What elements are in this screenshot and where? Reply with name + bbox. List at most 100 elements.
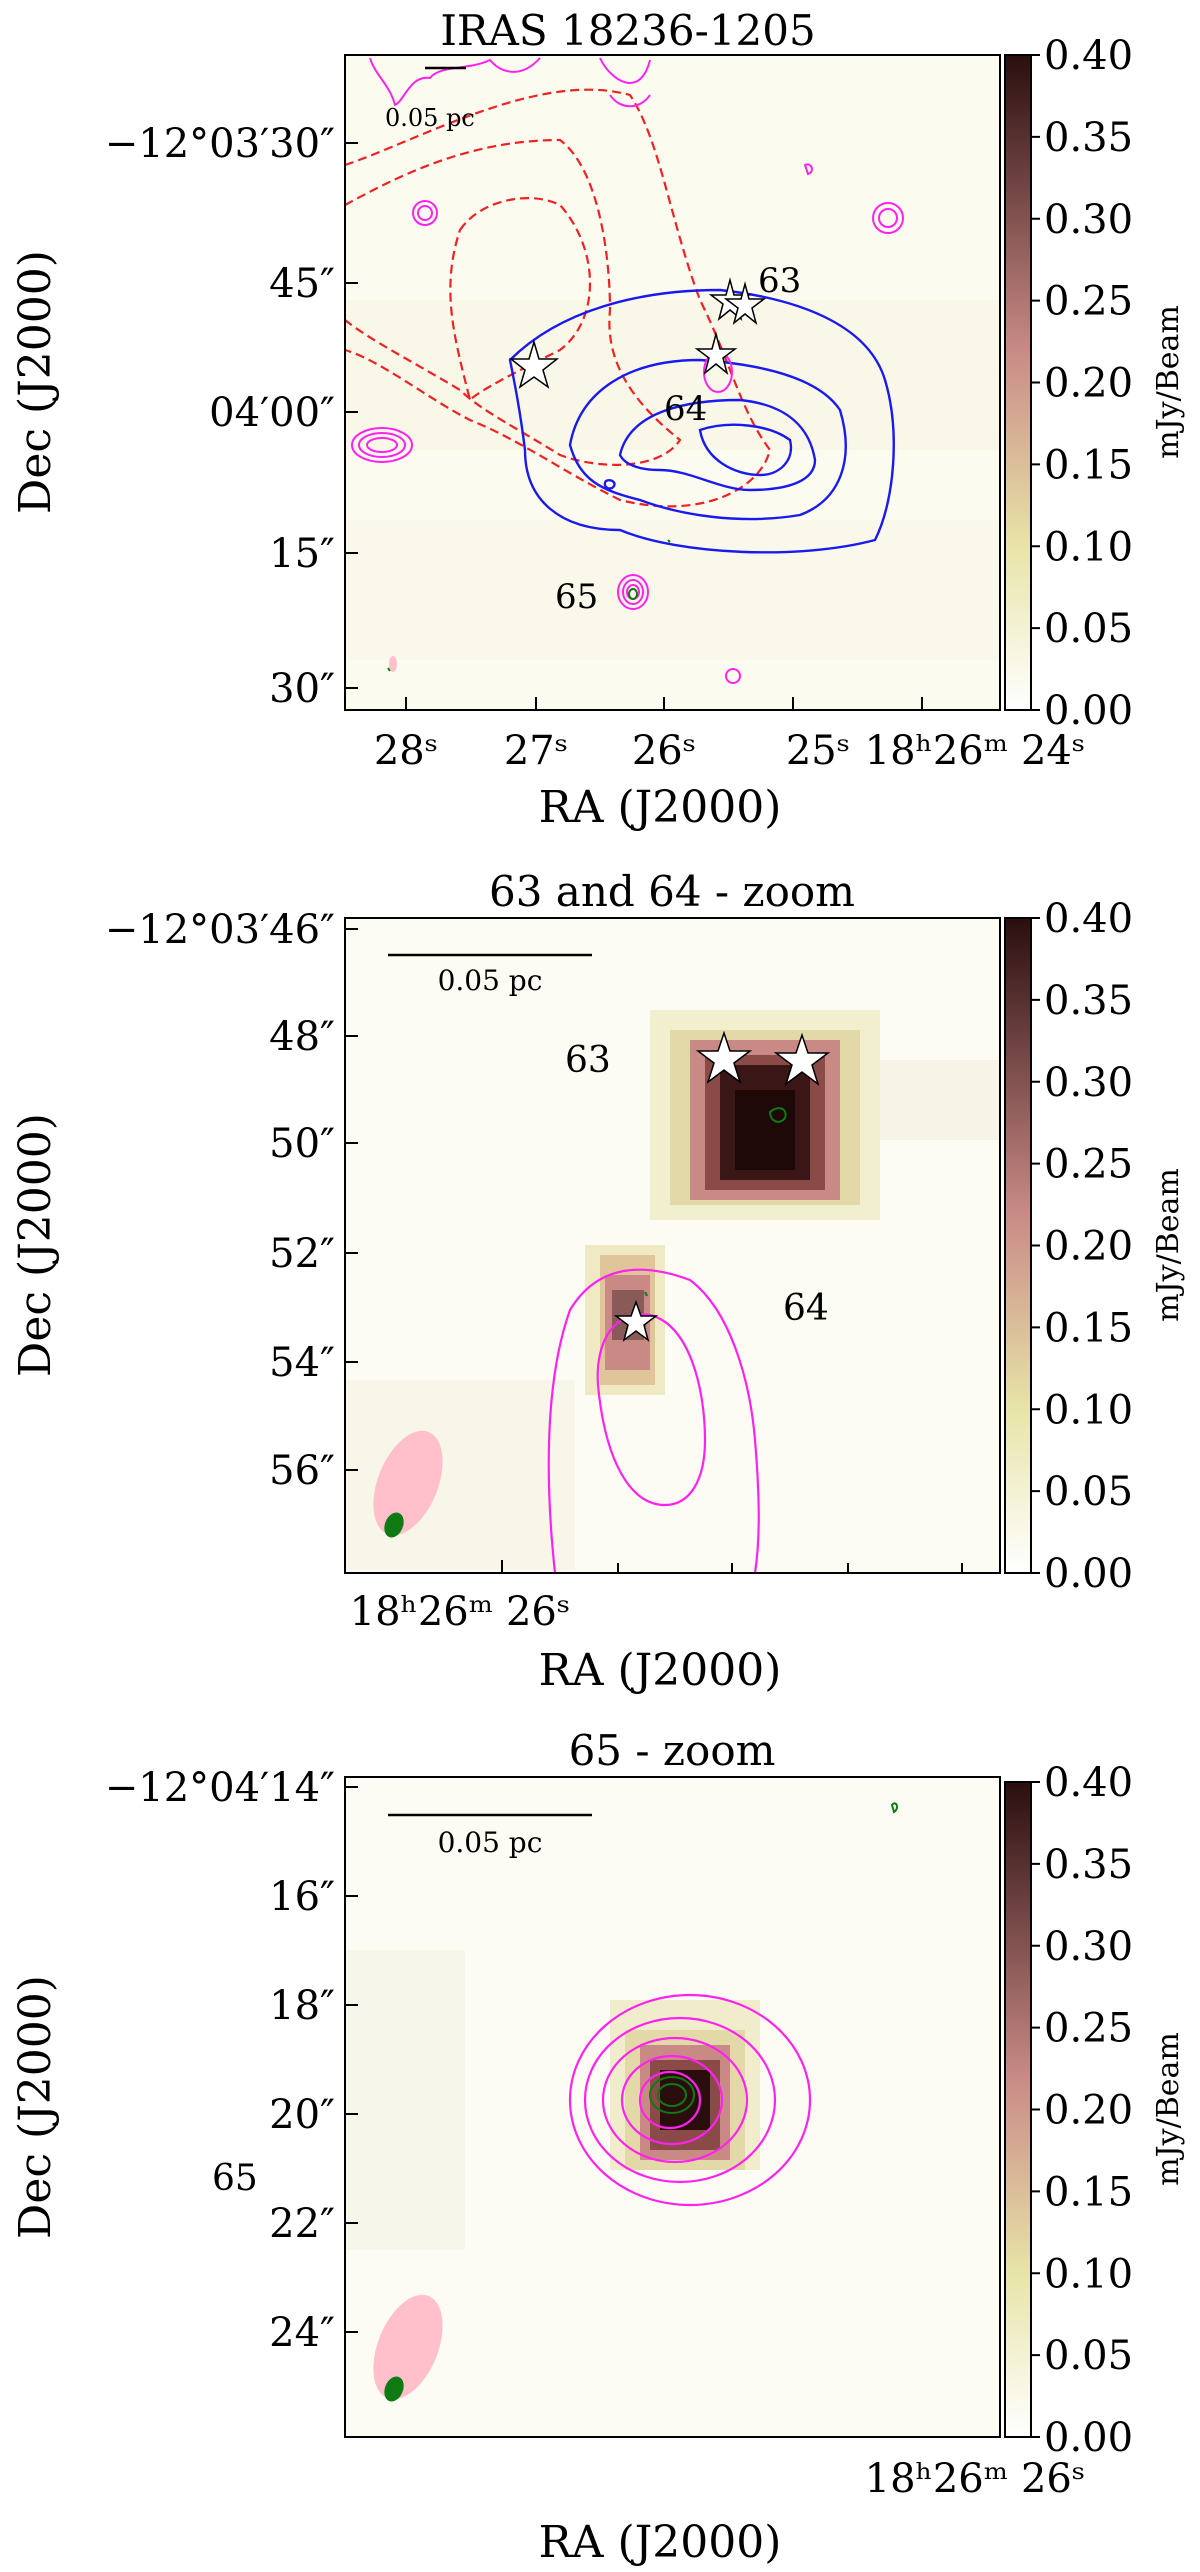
magenta-small-right	[803, 163, 813, 176]
green-contour-65a	[649, 2076, 695, 2114]
colorbar-tick-label: 0.40	[1044, 1760, 1133, 1806]
panel-3-ytick-label: 16″	[269, 1874, 335, 1920]
blue-contours	[508, 288, 895, 554]
panel-1-yticks	[345, 142, 358, 689]
panel-1-ytick-label: 15″	[269, 531, 335, 577]
panel-3-beam-pink	[373, 2294, 443, 2400]
magenta-contour-4	[620, 2054, 724, 2146]
panel-2-xticks	[501, 1560, 963, 1573]
colorbar-tick-label: 0.25	[1044, 279, 1133, 325]
panel-3-green-contours	[649, 1802, 899, 2114]
panel-3-label-65: 65	[212, 2158, 258, 2199]
magenta-contour-outer	[547, 1268, 760, 1574]
panel-1-bg-noise-2	[345, 520, 1000, 660]
blue-contour-1	[508, 288, 895, 554]
star-left	[508, 339, 560, 389]
colorbar-tick-label: 0.15	[1044, 2169, 1133, 2215]
panel-3-ytick-label: 24″	[269, 2310, 335, 2356]
panel-2-stars	[613, 1030, 831, 1342]
panel-3-title: 65 - zoom	[569, 1726, 776, 1775]
green-mark-top	[890, 1802, 899, 1814]
panel-1-frame	[344, 54, 1001, 711]
colorbar-tick-label: 0.10	[1044, 1387, 1133, 1433]
colorbar-tick-label: 0.20	[1044, 1224, 1133, 1270]
colorbar-tick-label: 0.05	[1044, 606, 1133, 652]
panel-2-colorbar-label: mJy/Beam	[1151, 1168, 1186, 1322]
panel-1-xtick-label: 25ˢ	[786, 728, 850, 774]
colorbar-tick-label: 0.40	[1044, 896, 1133, 942]
magenta-contour-3	[601, 2036, 749, 2164]
green-contour-63	[768, 1107, 787, 1123]
red-dashed-contours	[344, 88, 772, 508]
green-mark-1	[667, 539, 671, 543]
magenta-top-edge	[369, 57, 651, 108]
panel-3-frame	[344, 1776, 1001, 2438]
panel-2-ytick-label: 56″	[269, 1448, 335, 1494]
colorbar-tick-label: 0.30	[1044, 1924, 1133, 1970]
magenta-blob-bottom	[725, 668, 741, 684]
panel-2-colorbar-ticks: 0.40 0.35 0.30 0.25 0.20 0.15 0.10 0.05 0.00	[1031, 896, 1133, 1597]
panel-1-label-63: 63	[758, 261, 801, 301]
panel-2-scalebar-label: 0.05 pc	[438, 964, 543, 997]
panel-1-scalebar-label: 0.05 pc	[385, 104, 475, 132]
colorbar-tick-label: 0.15	[1044, 442, 1133, 488]
colorbar-tick-label: 0.00	[1044, 688, 1133, 734]
star-63a-zoom	[695, 1030, 753, 1085]
panel-3-colorbar-label: mJy/Beam	[1151, 2032, 1186, 2186]
blue-contour-small	[603, 479, 616, 490]
panel-3-magenta-contours	[568, 1993, 812, 2207]
panel-1-label-65: 65	[555, 577, 598, 617]
panel-2-xlabel: RA (J2000)	[539, 1645, 782, 1696]
colorbar-tick-label: 0.35	[1044, 115, 1133, 161]
panel-2-beam-pink	[373, 1430, 443, 1536]
panel-3-beam-green	[384, 2376, 404, 2402]
panel-2-ylabel: Dec (J2000)	[10, 1113, 61, 1377]
magenta-blob-right	[872, 202, 904, 234]
panel-3-ylabel: Dec (J2000)	[10, 1975, 61, 2239]
panel-2-colorbar	[1004, 917, 1032, 1574]
colorbar-tick-label: 0.10	[1044, 2251, 1133, 2297]
blue-contour-3	[618, 398, 817, 492]
colorbar-tick-label: 0.25	[1044, 1142, 1133, 1188]
panel-1-ytick-label: 30″	[269, 666, 335, 712]
panel-1-stars	[508, 277, 767, 389]
panel-1-xtick-label: 18ʰ26ᵐ 24ˢ	[865, 728, 1086, 774]
colorbar-tick-label: 0.40	[1044, 33, 1133, 79]
green-contour-65b	[657, 2083, 687, 2107]
colorbar-tick-label: 0.30	[1044, 197, 1133, 243]
panel-1-colorbar	[1004, 54, 1032, 711]
panel-1-ytick-label: 04′00″	[209, 390, 335, 436]
panel-2-frame	[344, 917, 1001, 1574]
panel-3-ytick-label: 18″	[269, 1983, 335, 2029]
green-source-65	[628, 588, 638, 600]
panel-2-ytick-label: −12°03′46″	[105, 907, 335, 953]
panel-1-ytick-label: −12°03′30″	[105, 121, 335, 167]
red-contour-outer	[344, 88, 772, 508]
star-63b	[723, 281, 767, 326]
panel-3: 0.05 pc 65 - zoom −12°04′14″ 16″ 18″ 20″…	[10, 1726, 1186, 2568]
panel-2-title: 63 and 64 - zoom	[489, 867, 855, 916]
magenta-blob-left	[351, 427, 413, 463]
magenta-contour-5	[638, 2070, 702, 2130]
panel-1-xticks	[405, 697, 923, 710]
colorbar-tick-label: 0.00	[1044, 1551, 1133, 1597]
panel-2-ytick-label: 54″	[269, 1340, 335, 1386]
panel-2-beam-green	[384, 1512, 404, 1538]
blue-contour-4	[698, 423, 793, 477]
star-63b-zoom	[773, 1032, 831, 1087]
colorbar-tick-label: 0.15	[1044, 1305, 1133, 1351]
panel-1-ytick-label: 45″	[269, 261, 335, 307]
panel-1-title: IRAS 18236-1205	[440, 6, 815, 55]
panel-1-ylabel: Dec (J2000)	[10, 250, 61, 514]
panel-2-ytick-label: 48″	[269, 1014, 335, 1060]
panel-2-label-63: 63	[565, 1040, 611, 1081]
panel-2-ytick-label: 52″	[269, 1231, 335, 1277]
panel-3-ytick-label: 22″	[269, 2201, 335, 2247]
colorbar-tick-label: 0.20	[1044, 361, 1133, 407]
star-64-zoom	[613, 1299, 659, 1342]
panel-2-ytick-label: 50″	[269, 1121, 335, 1167]
panel-2-yticks	[345, 928, 358, 1471]
panel-3-ytick-label: −12°04′14″	[105, 1765, 335, 1811]
panel-3-yticks	[345, 1786, 358, 2333]
